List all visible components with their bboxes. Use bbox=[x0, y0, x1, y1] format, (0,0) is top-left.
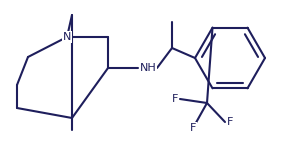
Text: F: F bbox=[172, 94, 178, 104]
Text: F: F bbox=[190, 123, 196, 133]
Text: N: N bbox=[63, 32, 71, 42]
Text: NH: NH bbox=[139, 63, 156, 73]
Text: F: F bbox=[227, 117, 233, 127]
